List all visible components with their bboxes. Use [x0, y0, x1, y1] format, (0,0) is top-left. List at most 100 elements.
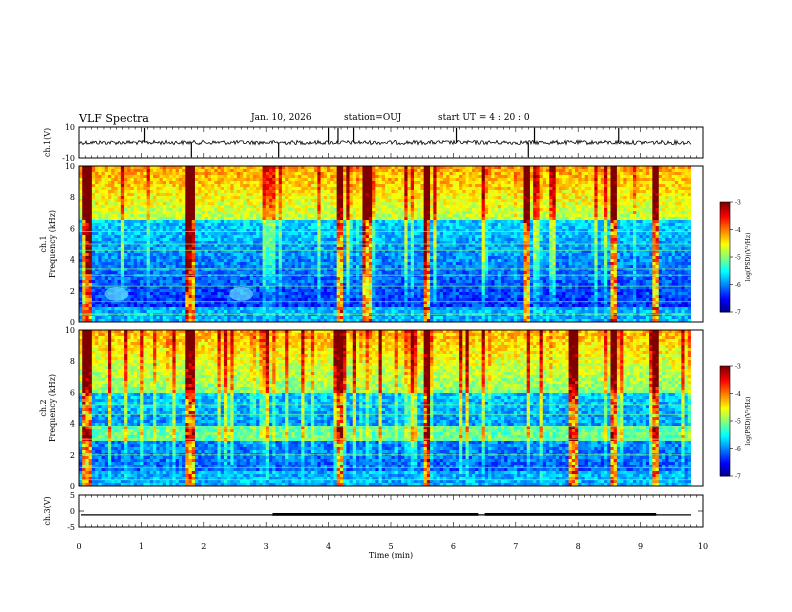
spectrogram-cell — [191, 286, 196, 290]
spectrogram-cell — [265, 316, 270, 320]
spectrogram-cell — [233, 316, 238, 320]
spectrogram-cell — [336, 226, 341, 230]
spectrogram-cell — [336, 298, 341, 302]
spectrogram-cell — [272, 280, 276, 284]
spectrogram-cell — [256, 169, 260, 173]
spectrogram-cell — [336, 190, 341, 194]
spectrogram-cell — [314, 292, 318, 296]
spectrogram-cell — [178, 175, 183, 179]
spectrogram-cell — [85, 313, 90, 317]
spectrogram-cell — [162, 244, 167, 248]
spectrogram-cell — [169, 196, 173, 200]
spectrogram-cell — [310, 262, 315, 266]
spectrogram-cell — [298, 289, 302, 293]
spectrogram-cell — [114, 232, 119, 236]
spectrogram-cell — [327, 274, 331, 278]
ch1-trace — [78, 138, 692, 146]
spectrogram-cell — [162, 253, 167, 257]
spectrogram-cell — [140, 247, 144, 251]
spectrogram-cell — [252, 226, 257, 230]
spectrogram-cell — [104, 202, 109, 206]
spectrogram-cell — [204, 298, 209, 302]
spectrogram-cell — [169, 175, 173, 179]
spectrogram-cell — [101, 259, 106, 263]
spectrogram-cell — [220, 298, 225, 302]
spectrogram-cell — [204, 250, 209, 254]
spectrogram-cell — [191, 193, 196, 197]
spectrogram-cell — [298, 244, 302, 248]
spectrogram-cell — [107, 286, 112, 290]
spectrogram-cell — [307, 202, 312, 206]
spectrogram-cell — [281, 175, 286, 179]
spectrogram-cell — [314, 229, 318, 233]
spectrogram-cell — [227, 172, 231, 176]
spectrogram-cell — [191, 271, 196, 275]
spectrogram-cell — [236, 205, 241, 209]
spectrogram-cell — [107, 196, 112, 200]
spectrogram-cell — [162, 310, 167, 314]
spectrogram-cell — [127, 310, 131, 314]
spectrogram-cell — [220, 277, 225, 281]
spectrogram-cell — [317, 211, 321, 215]
spectrogram-cell — [130, 235, 135, 239]
spectrogram-cell — [149, 235, 154, 239]
spectrogram-cell — [269, 178, 273, 182]
spectrogram-cell — [136, 178, 141, 182]
spectrogram-cell — [214, 292, 218, 296]
spectrogram-cell — [188, 301, 193, 305]
spectrogram-cell — [236, 244, 241, 248]
spectrogram-cell — [346, 301, 350, 305]
spectrogram-cell — [146, 232, 151, 236]
spectrogram-cell — [343, 310, 347, 314]
spectrogram-cell — [182, 169, 186, 173]
spectrogram-cell — [198, 289, 202, 293]
spectrogram-cell — [194, 187, 199, 191]
spectrogram-cell — [223, 247, 228, 251]
spectrogram-cell — [194, 256, 199, 260]
spectrogram-cell — [172, 274, 177, 278]
spectrogram-cell — [172, 313, 177, 317]
spectrogram-cell — [175, 244, 180, 248]
spectrogram-cell — [262, 205, 267, 209]
spectrogram-cell — [136, 298, 141, 302]
spectrogram-cell — [198, 280, 202, 284]
spectrogram-cell — [120, 244, 125, 248]
spectrogram-cell — [294, 232, 299, 236]
spectrogram-cell — [124, 304, 128, 308]
spectrogram-cell — [117, 304, 122, 308]
spectrogram-cell — [294, 181, 299, 185]
spectrogram-cell — [127, 319, 131, 323]
spectrogram-cell — [310, 178, 315, 182]
spectrogram-cell — [223, 277, 228, 281]
spectrogram-cell — [188, 169, 193, 173]
spectrogram-cell — [88, 178, 93, 182]
spectrogram-cell — [236, 307, 241, 311]
spectrogram-cell — [288, 205, 292, 209]
spectrogram-cell — [214, 241, 218, 245]
spectrogram-cell — [136, 223, 141, 227]
spectrogram-cell — [149, 292, 154, 296]
spectrogram-cell — [201, 214, 206, 218]
spectrogram-cell — [198, 202, 202, 206]
spectrogram-cell — [114, 181, 119, 185]
spectrogram-cell — [346, 166, 350, 170]
spectrogram-cell — [294, 289, 299, 293]
spectrogram-cell — [182, 316, 186, 320]
spectrogram-cell — [182, 289, 186, 293]
spectrogram-cell — [307, 268, 312, 272]
spectrogram-cell — [227, 286, 231, 290]
spectrogram-cell — [217, 241, 222, 245]
spectrogram-cell — [294, 199, 299, 203]
spectrogram-cell — [223, 250, 228, 254]
spectrogram-cell — [298, 253, 302, 257]
spectrogram-cell — [188, 268, 193, 272]
spectrogram-cell — [140, 316, 144, 320]
spectrogram-cell — [140, 217, 144, 221]
spectrogram-cell — [140, 244, 144, 248]
spectrogram-cell — [298, 226, 302, 230]
spectrogram-cell — [104, 229, 109, 233]
spectrogram-cell — [323, 184, 328, 188]
spectrogram-cell — [95, 271, 99, 275]
spectrogram-cell — [165, 226, 170, 230]
spectrogram-cell — [301, 274, 305, 278]
